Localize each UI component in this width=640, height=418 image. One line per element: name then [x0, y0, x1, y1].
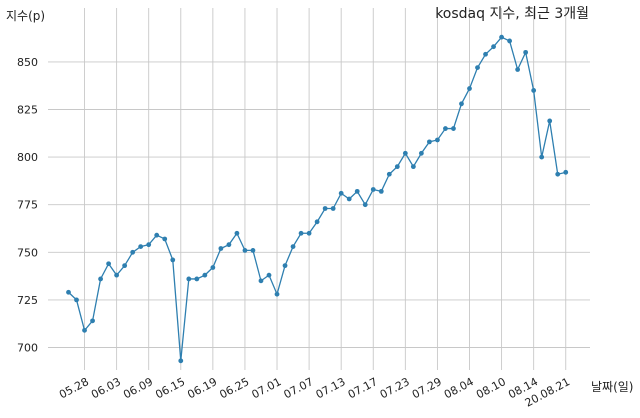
data-point	[90, 318, 95, 324]
data-point	[378, 188, 384, 194]
y-tick-label: 775	[17, 199, 38, 212]
data-point	[306, 230, 312, 236]
x-tick-label: 06.15	[153, 375, 187, 401]
y-tick-label: 700	[17, 342, 38, 355]
x-tick-label: 07.07	[282, 375, 316, 401]
data-point	[435, 137, 440, 143]
x-axis-label: 날짜(일)	[591, 380, 633, 394]
data-point	[98, 276, 103, 282]
x-tick-label: 05.28	[57, 375, 91, 401]
data-point	[539, 154, 545, 160]
data-point	[338, 190, 344, 196]
data-point	[210, 265, 216, 270]
x-tick-label: 07.17	[346, 375, 380, 401]
data-point	[475, 65, 480, 71]
data-point	[242, 247, 248, 253]
data-point	[418, 150, 424, 156]
data-point	[402, 150, 408, 156]
data-point	[122, 263, 128, 269]
data-point	[138, 244, 144, 249]
data-point	[459, 101, 464, 107]
data-point	[162, 236, 168, 242]
chart-title: kosdaq 지수, 최근 3개월	[435, 6, 589, 22]
data-point	[74, 297, 79, 303]
data-point	[483, 51, 488, 57]
data-point	[218, 246, 224, 251]
data-point	[370, 187, 376, 192]
grid-lines	[48, 8, 590, 370]
data-point	[178, 358, 184, 364]
data-point	[274, 291, 280, 297]
x-tick-label: 06.19	[185, 375, 219, 401]
data-point	[346, 196, 352, 202]
series-points	[66, 34, 569, 364]
data-point	[507, 38, 512, 44]
data-point	[362, 202, 368, 208]
data-point	[266, 272, 272, 278]
data-point	[250, 247, 256, 253]
data-point	[547, 118, 553, 124]
y-tick-label: 725	[17, 294, 38, 307]
data-point	[258, 278, 264, 284]
series-line	[68, 36, 566, 361]
x-tick-label: 08.04	[442, 375, 476, 401]
x-tick-label: 08.10	[474, 375, 508, 401]
x-tick-label: 07.29	[410, 375, 444, 401]
data-point	[523, 49, 529, 55]
x-tick-label: 06.25	[217, 375, 251, 401]
data-point	[491, 44, 496, 50]
data-point	[298, 230, 304, 236]
data-point	[443, 126, 448, 131]
x-tick-label: 07.01	[250, 375, 284, 401]
data-point	[410, 164, 416, 170]
data-point	[499, 34, 504, 40]
data-point	[354, 188, 360, 194]
x-tick-label: 06.09	[121, 375, 155, 401]
data-point	[394, 164, 400, 170]
data-point	[322, 206, 328, 211]
data-point	[114, 272, 120, 278]
data-point	[130, 249, 136, 255]
data-point	[451, 126, 456, 131]
data-point	[531, 88, 537, 93]
x-tick-label: 06.03	[89, 375, 123, 401]
y-tick-label: 825	[17, 104, 38, 117]
data-point	[202, 272, 208, 278]
y-tick-label: 850	[17, 56, 38, 69]
data-point	[146, 242, 152, 248]
x-tick-labels: 05.2806.0306.0906.1506.1906.2507.0107.07…	[57, 375, 572, 409]
data-point	[154, 232, 160, 238]
data-point	[386, 171, 392, 177]
data-point	[194, 276, 200, 282]
data-point	[290, 244, 296, 249]
data-point	[186, 276, 192, 282]
y-tick-labels: 700 725 750 775 800 825 850	[17, 56, 38, 355]
y-tick-label: 750	[17, 246, 38, 259]
data-point	[330, 206, 336, 211]
data-point	[555, 171, 561, 177]
x-tick-label: 07.13	[314, 375, 348, 401]
data-point	[226, 242, 232, 248]
data-point	[170, 257, 176, 263]
data-point	[106, 261, 111, 267]
y-axis-label: 지수(p)	[6, 9, 45, 23]
data-point	[314, 219, 320, 225]
y-tick-label: 800	[17, 151, 38, 164]
data-point	[82, 327, 87, 333]
data-point	[427, 139, 432, 145]
data-point	[563, 169, 569, 175]
data-point	[282, 263, 288, 269]
data-point	[467, 86, 472, 91]
data-point	[66, 289, 71, 295]
data-point	[515, 67, 521, 72]
x-tick-label: 07.23	[378, 375, 412, 401]
data-point	[234, 230, 240, 236]
